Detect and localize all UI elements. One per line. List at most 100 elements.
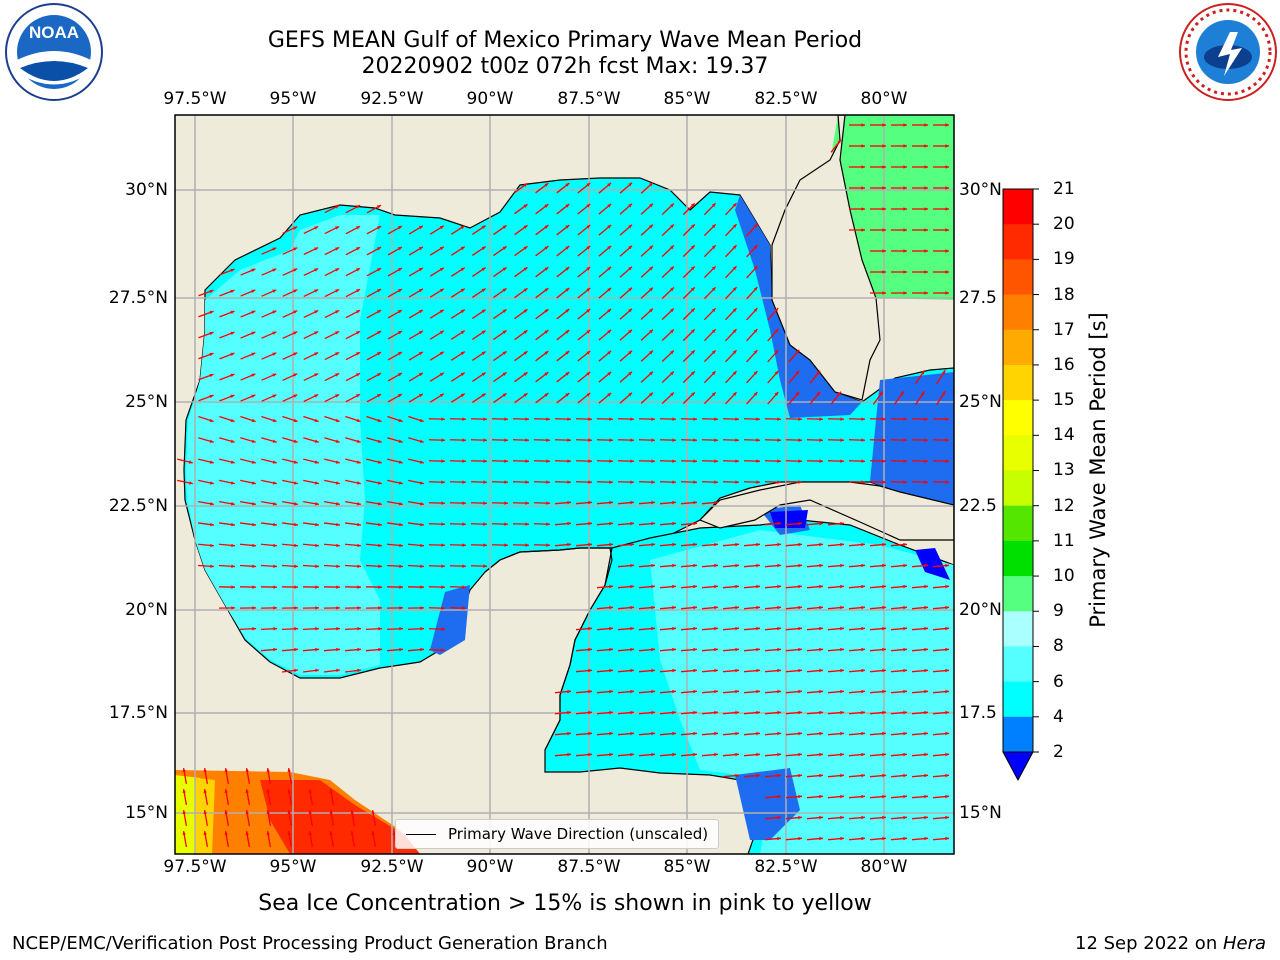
wave-arrow-head <box>441 564 445 568</box>
wave-arrow-head <box>418 267 423 272</box>
wave-arrow-head <box>356 418 361 423</box>
wave-arrow-head <box>252 543 256 548</box>
noaa-logo: NOAA <box>5 3 103 101</box>
wave-arrow-head <box>882 207 886 211</box>
wave-arrow-head <box>945 417 949 421</box>
wave-arrow-head <box>837 139 841 144</box>
wave-arrow-head <box>272 352 277 356</box>
wave-arrow-head <box>525 522 529 526</box>
wave-arrow-head <box>798 417 802 421</box>
wave-arrow-head <box>819 794 823 799</box>
wave-arrow-head <box>245 789 249 793</box>
wave-arrow-head <box>609 647 613 652</box>
wave-arrow-head <box>418 246 423 251</box>
wave-arrow-head <box>777 731 781 736</box>
wave-arrow-head <box>756 459 760 463</box>
wave-arrow-head <box>735 773 739 778</box>
cuba <box>698 481 954 541</box>
wave-arrow-head <box>630 605 634 610</box>
wave-arrow-head <box>798 689 802 694</box>
wave-arrow-head <box>732 203 737 208</box>
wave-arrow-head <box>481 267 486 271</box>
wave-arrow-head <box>356 481 361 485</box>
wave-arrow-head <box>251 418 256 423</box>
wave-arrow-head <box>903 752 907 757</box>
colorbar-segment <box>1003 716 1033 753</box>
wave-arrow-head <box>439 351 444 356</box>
wave-arrow-head <box>230 481 235 485</box>
wave-arrow-head <box>314 268 319 272</box>
wave-arrow-head <box>504 459 508 463</box>
wave-arrow-head <box>798 773 802 778</box>
wave-arrow-head <box>378 502 382 506</box>
wave-arrow-head <box>439 372 444 377</box>
legend-line-icon <box>406 833 436 835</box>
wave-arrow-head <box>245 810 249 814</box>
wave-arrow-head <box>377 352 382 356</box>
wave-arrow-head <box>882 291 886 295</box>
wave-arrow-head <box>690 224 695 229</box>
wave-arrow-head <box>293 439 298 443</box>
wave-arrow-head <box>504 438 508 442</box>
wave-arrow-head <box>399 543 403 548</box>
wave-arrow-head <box>777 542 781 547</box>
wave-arrow-head <box>293 289 298 293</box>
wave-arrow-head <box>795 391 800 396</box>
wave-arrow-head <box>882 480 886 484</box>
wave-arrow-head <box>335 352 340 356</box>
wave-arrow-head <box>651 438 655 442</box>
wave-arrow-head <box>882 773 886 778</box>
wave-arrow-head <box>293 247 298 251</box>
wave-arrow-head <box>819 417 823 421</box>
wave-arrow-head <box>861 417 865 421</box>
wave-arrow-head <box>251 460 256 464</box>
wave-arrow-head <box>335 268 340 272</box>
wave-arrow-head <box>544 330 549 334</box>
lon-tick-bottom: 85°W <box>663 857 711 877</box>
wave-arrow-head <box>272 481 277 485</box>
wave-arrow-head <box>924 459 928 463</box>
wave-arrow-head <box>628 329 633 334</box>
colorbar-segment <box>1003 470 1033 507</box>
wave-arrow-head <box>882 228 886 232</box>
wave-arrow-head <box>628 371 633 376</box>
wave-arrow-head <box>903 270 907 274</box>
wave-arrow-head <box>356 460 361 464</box>
wave-arrow-head <box>882 270 886 274</box>
wave-arrow-head <box>630 521 634 526</box>
wave-arrow-head <box>690 287 695 292</box>
wave-arrow-head <box>670 245 674 250</box>
wave-arrow-head <box>251 310 256 314</box>
wave-arrow-head <box>693 438 697 442</box>
wave-arrow-head <box>439 330 444 335</box>
wave-arrow-head <box>357 564 361 568</box>
wave-arrow-head <box>607 392 612 397</box>
wave-arrow-head <box>756 647 760 652</box>
wave-arrow-head <box>861 207 865 211</box>
wave-arrow-head <box>649 287 653 292</box>
wave-arrow-head <box>273 606 277 610</box>
colorbar-tick: 14 <box>1053 425 1075 445</box>
colorbar-tick: 17 <box>1053 320 1075 340</box>
wave-arrow-head <box>903 542 907 547</box>
wave-arrow-head <box>774 349 779 354</box>
wave-arrow-head <box>567 752 571 757</box>
wave-arrow-head <box>315 647 319 652</box>
wave-arrow-head <box>651 417 655 421</box>
wave-arrow-head <box>735 647 739 652</box>
wave-arrow-head <box>711 371 716 376</box>
wave-arrow-head <box>690 371 695 376</box>
wave-arrow-head <box>544 267 549 271</box>
wave-arrow-head <box>819 689 823 694</box>
wave-arrow-head <box>924 207 928 211</box>
pacific-red <box>260 780 420 854</box>
wave-arrow-head <box>777 836 781 841</box>
wave-arrow-head <box>693 605 697 610</box>
wave-arrow-head <box>819 542 823 547</box>
wave-arrow-head <box>628 224 633 229</box>
wave-arrow-head <box>377 418 382 423</box>
wave-arrow-head <box>714 438 718 442</box>
lon-tick-bottom: 92.5°W <box>360 857 424 877</box>
wave-arrow-head <box>609 417 613 421</box>
wave-arrow-head <box>924 689 928 694</box>
